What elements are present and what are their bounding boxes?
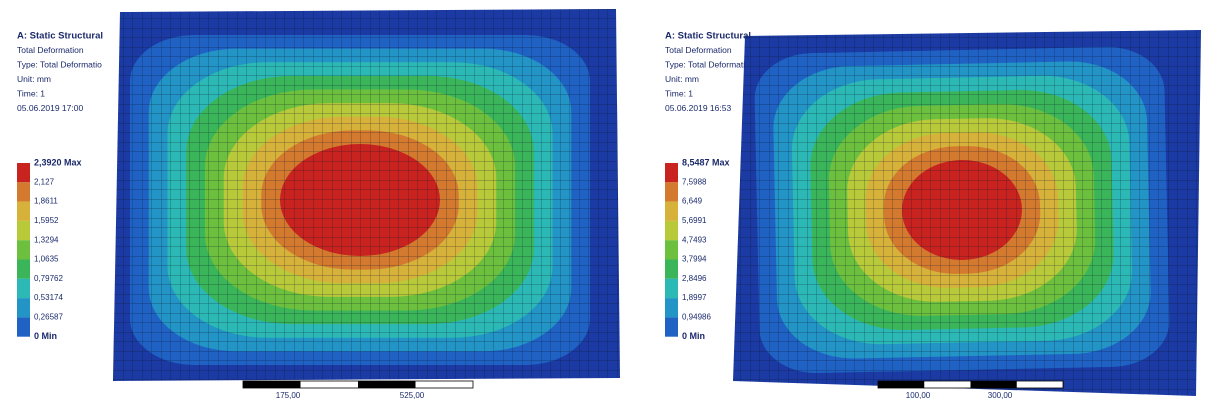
scale-label: 175,00 [276,391,301,400]
legend-label: 6,649 [682,197,703,206]
legend-label: 1,8997 [682,293,707,302]
panel: A: Static Structural Total Deformation Typ… [665,30,1201,400]
header-line: Total Deformation [17,45,84,55]
legend-label: 1,5952 [34,216,59,225]
legend-label: 2,3920 Max [34,157,82,167]
legend-swatch [665,220,678,241]
legend-label: 5,6991 [682,216,707,225]
legend-label: 3,7994 [682,255,707,264]
legend-swatch [665,259,678,279]
legend-swatch [17,182,30,202]
legend-swatch [665,201,678,221]
header-line: 05.06.2019 17:00 [17,103,83,113]
legend-swatch [665,298,678,318]
legend-label: 7,5988 [682,177,707,186]
legend-swatch [17,220,30,241]
legend-label: 2,127 [34,177,55,186]
header-line: Unit: mm [17,74,51,84]
legend-swatch [665,163,678,183]
scale-segment [878,381,925,388]
legend-swatch [665,278,678,299]
header-line: A: Static Structural [665,31,751,42]
panel: A: Static Structural Total Deformation Typ… [17,9,620,400]
mesh [733,30,1201,396]
scale-label: 100,00 [906,391,931,400]
header-line: A: Static Structural [17,31,103,42]
mesh [113,9,620,381]
header-line: Total Deformation [665,45,732,55]
legend-label: 0 Min [682,331,705,341]
header-line: 05.06.2019 16:53 [665,103,731,113]
header-line: Time: 1 [665,88,693,98]
legend-label: 0,26587 [34,313,63,322]
legend-label: 8,5487 Max [682,157,730,167]
legend-label: 4,7493 [682,235,707,244]
legend-swatch [665,240,678,260]
scale-label: 525,00 [400,391,425,400]
scale-segment [243,381,301,388]
legend-swatch [17,317,30,337]
legend-swatch [17,240,30,260]
legend-label: 1,8611 [34,197,58,206]
scale-segment [970,381,1017,388]
scale-segment [358,381,416,388]
header-line: Time: 1 [17,88,45,98]
legend-label: 0 Min [34,331,57,341]
legend-label: 0,94986 [682,313,711,322]
legend-label: 0,53174 [34,293,63,302]
header-line: Unit: mm [665,74,699,84]
legend-swatch [17,259,30,279]
legend-swatch [665,317,678,337]
legend-label: 1,0635 [34,255,59,264]
header-line: Type: Total Deformati [665,59,745,69]
scale-label: 300,00 [988,391,1013,400]
header-line: Type: Total Deformatio [17,59,102,69]
legend-swatch [17,201,30,221]
legend-swatch [17,298,30,318]
legend-label: 0,79762 [34,274,63,283]
legend-swatch [17,163,30,183]
legend-swatch [17,278,30,299]
legend-label: 1,3294 [34,235,59,244]
legend-label: 2,8496 [682,274,707,283]
legend-swatch [665,182,678,202]
